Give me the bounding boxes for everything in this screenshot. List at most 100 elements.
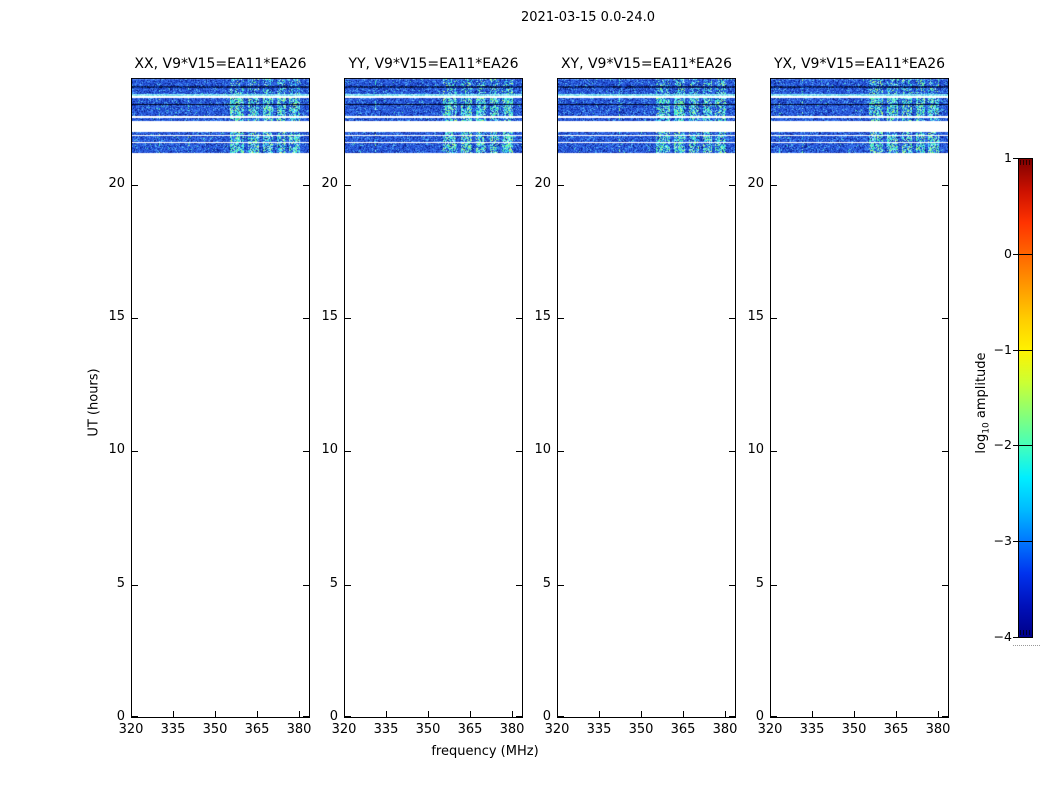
y-tick-left xyxy=(345,451,351,452)
y-tick-right xyxy=(303,318,309,319)
x-tick-label: 335 xyxy=(373,722,399,737)
x-tick-label: 320 xyxy=(118,722,144,737)
x-tick xyxy=(173,711,174,717)
y-tick-left xyxy=(345,318,351,319)
y-tick-left xyxy=(132,585,138,586)
colorbar-top-hatch xyxy=(1020,160,1030,165)
colorbar-tick-label: −1 xyxy=(993,342,1012,357)
y-tick-left xyxy=(132,451,138,452)
spectrogram-canvas xyxy=(345,78,522,716)
y-tick-left xyxy=(345,716,351,717)
y-tick-left xyxy=(345,585,351,586)
y-tick-label: 15 xyxy=(108,309,125,324)
spectrogram-canvas xyxy=(132,78,309,716)
y-tick-left xyxy=(132,318,138,319)
x-tick-label: 380 xyxy=(499,722,525,737)
colorbar-label-subscript: 10 xyxy=(981,422,992,434)
y-tick-right xyxy=(729,185,735,186)
colorbar-tick xyxy=(1013,637,1033,638)
y-tick-left xyxy=(771,716,777,717)
y-tick-right xyxy=(729,318,735,319)
y-tick-left xyxy=(771,318,777,319)
x-tick xyxy=(131,711,132,717)
y-tick-right xyxy=(729,585,735,586)
y-tick-label: 10 xyxy=(108,442,125,457)
x-tick-label: 350 xyxy=(415,722,441,737)
y-tick-right xyxy=(942,585,948,586)
spectrogram-panel-yx: YX, V9*V15=EA11*EA26 320 335 350 365 380 0 5 10… xyxy=(747,56,950,737)
x-tick-label: 350 xyxy=(202,722,228,737)
y-tick-right xyxy=(303,585,309,586)
x-tick-label: 335 xyxy=(799,722,825,737)
x-tick-label: 365 xyxy=(457,722,483,737)
colorbar-tick-label: 1 xyxy=(1004,150,1012,165)
panel-title: XX, V9*V15=EA11*EA26 xyxy=(134,56,307,72)
y-tick-right xyxy=(942,451,948,452)
panel-title: YY, V9*V15=EA11*EA26 xyxy=(348,56,519,72)
panel-title: YX, V9*V15=EA11*EA26 xyxy=(773,56,946,72)
y-tick-right xyxy=(942,716,948,717)
y-tick-left xyxy=(558,585,564,586)
x-tick xyxy=(770,711,771,717)
x-tick-label: 380 xyxy=(286,722,312,737)
y-tick-right xyxy=(303,716,309,717)
x-tick xyxy=(557,711,558,717)
x-axis-label: frequency (MHz) xyxy=(431,744,539,759)
colorbar-tick xyxy=(1013,541,1033,542)
x-tick-label: 320 xyxy=(544,722,570,737)
y-tick-label: 0 xyxy=(542,709,551,724)
spectrogram-canvas xyxy=(558,78,735,716)
x-tick xyxy=(512,711,513,717)
y-tick-label: 20 xyxy=(321,176,338,191)
y-tick-label: 0 xyxy=(755,709,764,724)
colorbar-extend-dots xyxy=(1013,645,1040,646)
x-tick xyxy=(683,711,684,717)
x-tick-label: 380 xyxy=(925,722,951,737)
y-tick-right xyxy=(729,716,735,717)
x-tick xyxy=(428,711,429,717)
y-tick-right xyxy=(303,185,309,186)
x-tick-label: 320 xyxy=(331,722,357,737)
x-tick-label: 335 xyxy=(586,722,612,737)
y-tick-left xyxy=(558,716,564,717)
y-tick-left xyxy=(558,451,564,452)
y-tick-label: 20 xyxy=(747,176,764,191)
y-tick-right xyxy=(303,451,309,452)
y-tick-label: 10 xyxy=(534,442,551,457)
y-tick-label: 5 xyxy=(116,576,125,591)
x-tick xyxy=(854,711,855,717)
x-tick xyxy=(599,711,600,717)
y-tick-left xyxy=(132,185,138,186)
spectrogram-panel-xy: XY, V9*V15=EA11*EA26 320 335 350 365 380 0 5 10… xyxy=(534,56,737,737)
x-tick-label: 335 xyxy=(160,722,186,737)
x-tick-label: 350 xyxy=(841,722,867,737)
x-tick xyxy=(386,711,387,717)
y-tick-right xyxy=(942,185,948,186)
y-tick-label: 5 xyxy=(329,576,338,591)
y-tick-label: 0 xyxy=(329,709,338,724)
colorbar-bottom-hatch xyxy=(1020,630,1030,635)
x-tick xyxy=(812,711,813,717)
x-tick xyxy=(725,711,726,717)
colorbar-tick xyxy=(1013,158,1033,159)
colorbar-label-suffix: amplitude xyxy=(974,352,989,423)
y-tick-label: 0 xyxy=(116,709,125,724)
colorbar-tick-label: 0 xyxy=(1004,246,1012,261)
y-tick-left xyxy=(771,451,777,452)
y-tick-right xyxy=(516,716,522,717)
y-tick-label: 10 xyxy=(321,442,338,457)
y-tick-left xyxy=(345,185,351,186)
y-tick-label: 10 xyxy=(747,442,764,457)
spectrogram-canvas xyxy=(771,78,948,716)
spectrogram-panel-xx: XX, V9*V15=EA11*EA26 320 335 350 365 380 0 5 10… xyxy=(108,56,311,737)
colorbar-tick-label: −2 xyxy=(993,437,1012,452)
colorbar-tick xyxy=(1013,445,1033,446)
colorbar-tick xyxy=(1013,350,1033,351)
spectrogram-panel-yy: YY, V9*V15=EA11*EA26 320 335 350 365 380 0 5 10… xyxy=(321,56,524,737)
y-tick-right xyxy=(516,318,522,319)
y-tick-label: 20 xyxy=(108,176,125,191)
x-tick-label: 365 xyxy=(670,722,696,737)
x-tick xyxy=(215,711,216,717)
colorbar-tick xyxy=(1013,254,1033,255)
